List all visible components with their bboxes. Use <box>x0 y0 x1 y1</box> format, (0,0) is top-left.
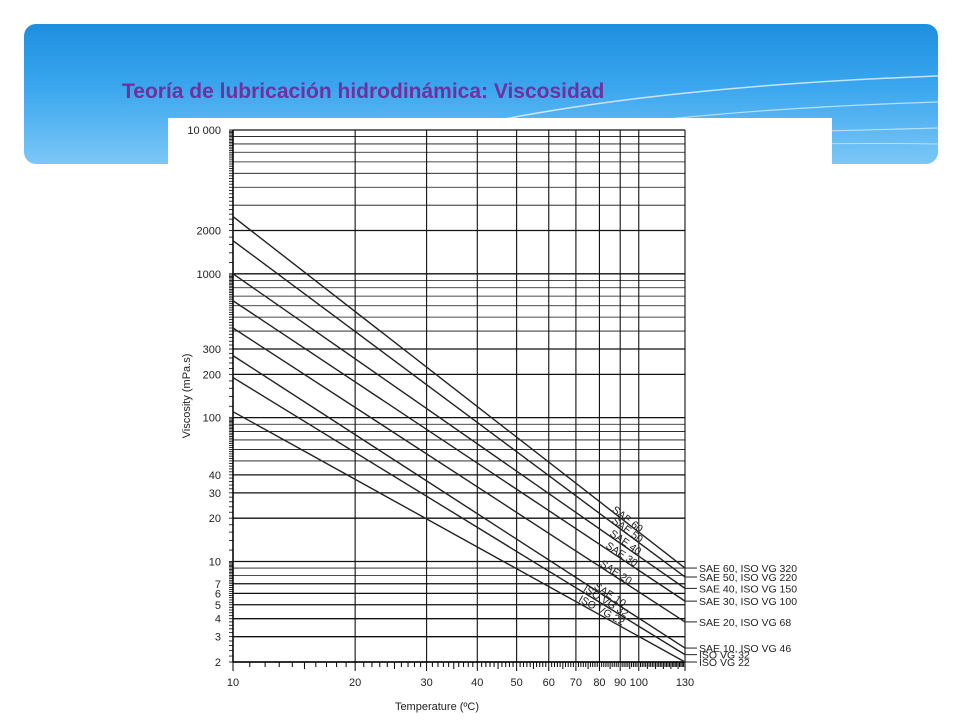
x-tick-label: 130 <box>676 677 694 689</box>
y-tick-label: 200 <box>203 369 221 381</box>
series-line <box>232 411 686 663</box>
series-line <box>232 273 686 589</box>
y-axis-title: Viscosity (mPa.s) <box>181 354 193 439</box>
legend-label: SAE 20, ISO VG 68 <box>699 617 791 629</box>
y-tick-label: 300 <box>203 344 221 356</box>
y-tick-label: 10 <box>209 556 221 568</box>
legend-label: SAE 60, ISO VG 320 <box>699 563 797 575</box>
x-tick-label: 90 <box>614 677 626 689</box>
legend-label: SAE 10, ISO VG 46 <box>699 643 791 655</box>
chart-panel: 10 20 30 40 50 60 70 80 90 100 130 2 3 4 5 6 7 10 20 30 40 10… <box>168 118 832 718</box>
x-tick-label: 30 <box>420 677 432 689</box>
y-tick-label: 4 <box>215 614 221 626</box>
legend-label: ISO VG 22 <box>699 657 750 669</box>
y-tick-label: 2000 <box>197 226 221 238</box>
y-tick-label: 1000 <box>197 269 221 281</box>
x-tick-label: 20 <box>349 677 361 689</box>
series-line <box>232 240 686 578</box>
series-line <box>232 300 686 602</box>
legend-label: SAE 40, ISO VG 150 <box>699 583 797 595</box>
x-tick-label: 80 <box>593 677 605 689</box>
x-tick-label: 60 <box>543 677 555 689</box>
y-tick-label: 2 <box>215 657 221 669</box>
y-tick-label: 30 <box>209 488 221 500</box>
x-tick-label: 70 <box>570 677 582 689</box>
page-title: Teoría de lubricación hidrodinámica: Vis… <box>122 80 605 103</box>
x-axis-title: Temperature (ºC) <box>395 701 479 713</box>
y-tick-label: 3 <box>215 632 221 644</box>
y-tick-label: 40 <box>209 470 221 482</box>
viscosity-chart: 10 20 30 40 50 60 70 80 90 100 130 2 3 4 567 10 20 30 40 10… <box>181 125 797 713</box>
x-tick-label: 10 <box>227 677 239 689</box>
x-tick-label: 40 <box>471 677 483 689</box>
legend-label: SAE 30, ISO VG 100 <box>699 596 797 608</box>
series-line <box>232 327 686 623</box>
series-line <box>232 376 686 656</box>
x-tick-label: 50 <box>510 677 522 689</box>
legend-label: SAE 50, ISO VG 220 <box>699 572 797 584</box>
series-line <box>232 216 686 569</box>
y-tick-label: 100 <box>203 413 221 425</box>
y-tick-label: 20 <box>209 513 221 525</box>
x-tick-label: 100 <box>630 677 648 689</box>
series-line <box>232 355 686 649</box>
legend-label: ISO VG 32 <box>699 650 750 662</box>
y-tick-label: 10 000 <box>187 125 221 137</box>
y-tick-label: 7 <box>215 579 221 591</box>
y-tick-label: 6 <box>215 588 221 600</box>
y-tick-label: 5 <box>215 600 221 612</box>
